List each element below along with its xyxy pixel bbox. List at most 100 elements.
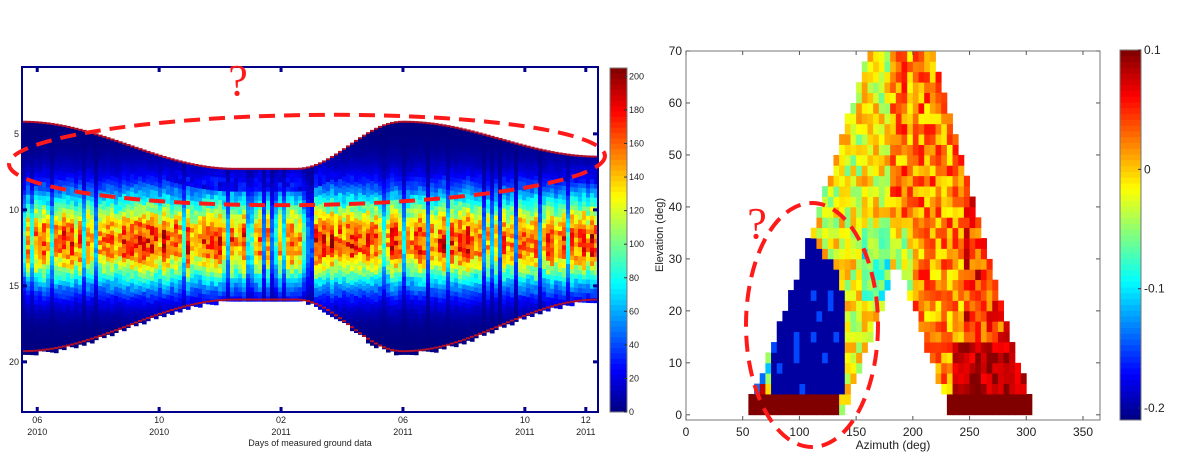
heatmap-cell [322,307,327,313]
heatmap-cell [286,223,291,229]
heatmap-cell [90,174,95,180]
heatmap-cell [210,167,215,173]
heatmap-cell [378,163,383,169]
heatmap-cell [50,215,55,221]
heatmap-cell [382,166,387,172]
heatmap-cell [230,287,235,293]
heatmap-cell [234,260,239,266]
heatmap-cell [478,151,483,157]
heatmap-cell [486,286,491,292]
heatmap-cell [118,196,123,203]
heatmap-cell [334,218,339,224]
lower-boundary-mark [442,344,447,347]
heatmap-cell [378,136,383,142]
heatmap-cell [190,232,195,238]
heatmap-cell [322,293,327,299]
heatmap-cell [406,208,411,214]
heatmap-cell [450,263,455,269]
upper-boundary-mark [110,138,115,141]
heatmap-cell [226,269,231,275]
heatmap-cell [250,291,255,298]
heatmap-cell [58,303,63,309]
heatmap-cell [458,288,463,294]
lower-boundary-mark [158,312,163,315]
heatmap-cell [462,257,467,263]
heatmap-cell [406,258,411,264]
heatmap-cell [38,336,43,342]
heatmap-cell [482,180,487,186]
heatmap-cell [142,164,147,170]
heatmap-cell [42,154,47,161]
heatmap-cell [146,256,151,262]
heatmap-cell [394,167,399,173]
heatmap-cell [54,247,59,253]
heatmap-cell [486,140,491,146]
heatmap-cell [314,169,319,175]
heatmap-cell [210,194,215,200]
heatmap-cell [422,181,427,188]
heatmap-cell [230,223,235,229]
heatmap-cell [442,129,447,136]
heatmap-cell [182,162,187,168]
lower-boundary-mark [114,329,119,332]
heatmap-cell [322,207,327,213]
heatmap-cell [162,161,167,167]
heatmap-cell [390,191,395,197]
heatmap-cell [74,156,79,162]
heatmap-cell [222,186,227,192]
heatmap-cell [34,322,39,328]
heatmap-cell [310,230,315,236]
heatmap-cell [130,264,135,271]
heatmap-cell [46,237,51,243]
heatmap-cell [218,172,223,178]
heatmap-cell [378,309,383,315]
heatmap-cell [174,196,179,203]
heatmap-cell [294,232,299,238]
lower-boundary-mark [310,301,315,304]
heatmap-cell [378,167,383,174]
heatmap-cell [66,250,71,256]
upper-boundary-mark [102,135,107,138]
heatmap-cell [174,164,179,171]
heatmap-cell [486,295,491,301]
heatmap-cell [278,241,283,247]
heatmap-cell [238,173,243,179]
heatmap-cell [190,223,195,229]
heatmap-cell [178,252,183,258]
heatmap-cell [162,207,167,213]
heatmap-cell [334,204,339,210]
heatmap-cell [454,269,459,275]
heatmap-cell [194,174,199,180]
heatmap-cell [198,247,203,253]
lower-boundary-mark [74,342,79,345]
lower-boundary-mark [450,342,455,345]
heatmap-cell [42,277,47,284]
heatmap-cell [70,150,75,156]
heatmap-cell [174,251,179,257]
heatmap-cell [178,238,183,245]
heatmap-cell [470,259,475,265]
heatmap-cell [138,176,143,182]
heatmap-cell [474,187,479,193]
heatmap-cell [394,122,399,128]
heatmap-cell [486,245,491,251]
heatmap-cell [230,182,235,188]
heatmap-cell [434,306,439,312]
heatmap-cell [370,249,375,255]
heatmap-cell [386,219,391,225]
heatmap-cell [358,233,363,240]
heatmap-cell [326,159,331,165]
heatmap-cell [454,136,459,142]
heatmap-cell [442,326,447,332]
heatmap-cell [494,142,499,148]
heatmap-cell [426,237,431,243]
heatmap-cell [50,320,55,326]
heatmap-cell [98,281,103,287]
heatmap-cell [106,270,111,276]
heatmap-cell [46,219,51,225]
heatmap-cell [66,254,71,260]
heatmap-cell [434,224,439,230]
lower-boundary-mark [394,349,399,352]
heatmap-cell [426,205,431,211]
heatmap-cell [246,241,251,247]
